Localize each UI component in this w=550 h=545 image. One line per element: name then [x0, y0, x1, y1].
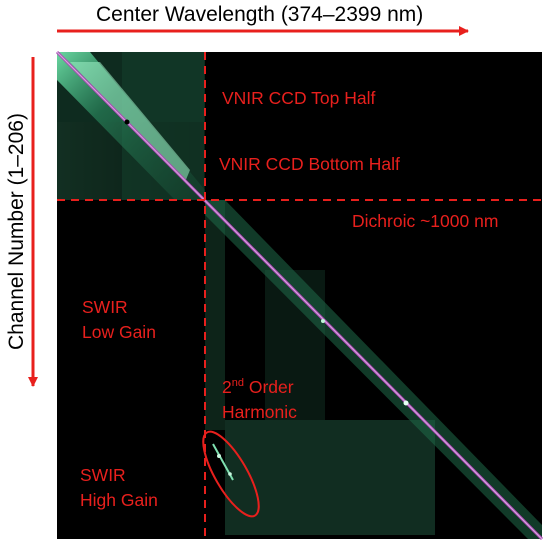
x-axis-title: Center Wavelength (374–2399 nm) [96, 3, 424, 26]
label-harmonic-sup: nd [231, 377, 244, 390]
label-swir-low: SWIR Low Gain [82, 295, 156, 345]
label-swir-high-line2: High Gain [80, 490, 158, 510]
label-harmonic-line1: 2nd Order [222, 375, 297, 400]
label-harmonic-ord: 2 [222, 377, 232, 397]
label-vnir-top: VNIR CCD Top Half [222, 88, 376, 108]
label-vnir-bottom: VNIR CCD Bottom Half [219, 154, 400, 174]
y-axis-title: Channel Number (1–206) [5, 113, 28, 350]
harmonic-ellipse [202, 430, 260, 518]
label-swir-low-line1: SWIR [82, 297, 128, 317]
label-swir-high-line1: SWIR [80, 465, 126, 485]
label-swir-high: SWIR High Gain [80, 463, 158, 513]
label-dichroic: Dichroic ~1000 nm [352, 211, 499, 231]
label-harmonic: 2nd Order Harmonic [222, 375, 297, 425]
response-matrix-image [55, 50, 544, 541]
label-harmonic-line2: Harmonic [222, 402, 297, 422]
label-swir-low-line2: Low Gain [82, 322, 156, 342]
label-harmonic-rest: Order [243, 377, 294, 397]
